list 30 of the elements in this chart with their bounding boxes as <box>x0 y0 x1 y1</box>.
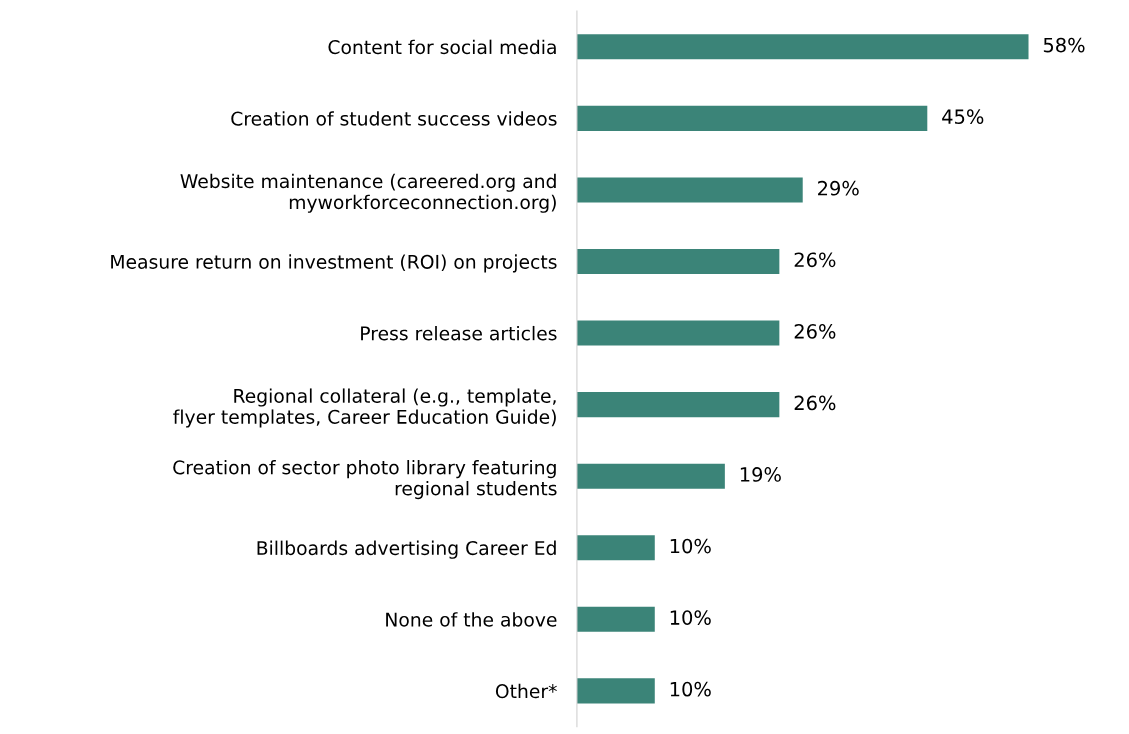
bar <box>576 105 928 131</box>
y-tick-label: Website maintenance (careered.org and myworkforceconnection.org) <box>180 173 556 213</box>
bar <box>576 34 1029 60</box>
data-label: 26% <box>794 395 836 411</box>
bar <box>576 248 780 275</box>
bar <box>576 177 803 203</box>
bar <box>576 463 725 489</box>
y-tick-label: Other* <box>495 683 557 699</box>
y-tick-label: Content for social media <box>328 39 556 55</box>
data-label: 10% <box>670 681 711 697</box>
data-label: 26% <box>794 252 836 268</box>
data-label: 26% <box>794 323 836 339</box>
bar <box>576 535 655 561</box>
y-tick-label: Creation of sector photo library featuring regional students <box>173 459 557 500</box>
y-tick-label: Regional collateral (e.g., template, flyer templates, Career Education Guide) <box>173 388 556 428</box>
data-label: 10% <box>670 538 711 554</box>
data-label: 45% <box>942 109 984 124</box>
bar <box>576 392 780 418</box>
bar <box>576 606 655 632</box>
y-tick-label: None of the above <box>386 612 557 627</box>
data-label: 19% <box>740 467 781 482</box>
bar <box>576 320 780 346</box>
y-tick-label: Press release articles <box>361 325 557 341</box>
data-label: 58% <box>1043 37 1085 53</box>
bar <box>576 678 655 704</box>
data-label: 29% <box>818 180 859 196</box>
y-tick-label: Measure return on investment (ROI) on projects <box>111 254 557 273</box>
y-tick-label: Billboards advertising Career Ed <box>257 540 556 559</box>
data-label: 10% <box>670 610 711 625</box>
y-tick-label: Creation of student success videos <box>231 111 557 126</box>
